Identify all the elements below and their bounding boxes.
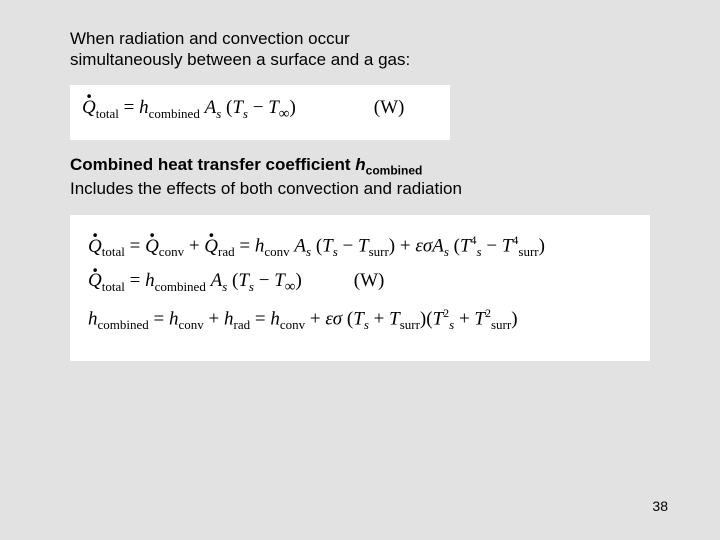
eq4-tsurr: T (389, 309, 400, 330)
eq4-hcomb-sub: combined (98, 317, 149, 332)
eq2-rp2: ) (539, 236, 545, 257)
eq2-plus: + (184, 236, 204, 257)
q-conv: Q (145, 236, 159, 258)
eq4-eps: εσ (325, 309, 347, 330)
eq2-tsurr4-sub: surr (518, 244, 538, 259)
eq4-eq2: = (250, 309, 270, 330)
eq2-rp: ) + (389, 236, 416, 257)
eq2-tsurr: T (358, 236, 369, 257)
eq4-plus: + (204, 309, 224, 330)
eq2-tsurr4: T (502, 236, 513, 257)
eq3-rp: ) (295, 270, 301, 291)
eq2-minus2: − (482, 236, 502, 257)
eq3-minus: − (254, 270, 274, 291)
eq4-rp: )( (420, 309, 433, 330)
equation-block-1: Qtotal = hcombined As (Ts − T∞)(W) (70, 85, 450, 141)
eq4-hconv2-sub: conv (280, 317, 305, 332)
t-inf-sub: ∞ (279, 105, 290, 121)
t-inf: T (268, 97, 279, 118)
equation-1: Qtotal = hcombined As (Ts − T∞)(W) (82, 97, 438, 123)
intro-line-2: simultaneously between a surface and a g… (70, 50, 410, 69)
q-rad: Q (204, 236, 218, 258)
slide-content: When radiation and convection occur simu… (0, 0, 720, 361)
intro-text: When radiation and convection occur simu… (70, 28, 650, 71)
q-total: Q (88, 236, 102, 258)
eq2-eq: = (125, 236, 145, 257)
minus: − (248, 97, 268, 118)
eq2-eq2: = (235, 236, 255, 257)
h-conv-sub: conv (264, 244, 289, 259)
eq4-eq: = (149, 309, 169, 330)
eq3-as: A (211, 270, 223, 291)
rparen: ) (289, 97, 295, 118)
equation-block-2: Qtotal = Qconv + Qrad = hconv As (Ts − T… (70, 215, 650, 361)
eq4-hcomb: h (88, 309, 98, 330)
eq2-eps: εσ (415, 236, 432, 257)
eq2-lp2: ( (449, 236, 460, 257)
eq3-lp: ( (227, 270, 238, 291)
q-total-sub: total (102, 244, 125, 259)
h-conv: h (255, 236, 265, 257)
eq4-hconv-sub: conv (178, 317, 203, 332)
h-var: h (355, 155, 365, 174)
combined-desc: Includes the effects of both convection … (70, 179, 650, 199)
eq4-ts: T (353, 309, 364, 330)
eq4-plus2: + (305, 309, 325, 330)
eq3-hcomb-sub: combined (155, 279, 206, 294)
h-sub: combined (149, 105, 200, 120)
eq2-as: A (294, 236, 306, 257)
eq-sign: = (119, 97, 139, 118)
intro-line-1: When radiation and convection occur (70, 29, 350, 48)
eq4-hconv2: h (270, 309, 280, 330)
eq3-tinf-sub: ∞ (285, 279, 296, 295)
combined-title-text: Combined heat transfer coefficient (70, 155, 355, 174)
lparen: ( (221, 97, 232, 118)
eq4-rp2: ) (511, 309, 517, 330)
q-sub: total (96, 105, 119, 120)
eq4-plus3: + (369, 309, 389, 330)
equation-3: Qtotal = hcombined As (Ts − T∞)(W) (88, 270, 632, 296)
q-conv-sub: conv (159, 244, 184, 259)
eq4-tsurr2-sub: surr (491, 317, 511, 332)
eq2-tsurr-sub: surr (369, 244, 389, 259)
eq3-ts: T (238, 270, 249, 291)
a-s: A (205, 97, 217, 118)
eq3-unit: (W) (354, 270, 385, 292)
q-rad-sub: rad (218, 244, 235, 259)
eq2-as2: A (432, 236, 444, 257)
unit-w: (W) (374, 97, 405, 119)
eq2-ts: T (322, 236, 333, 257)
combined-title: Combined heat transfer coefficient hcomb… (70, 154, 650, 179)
eq3-eq: = (125, 270, 145, 291)
eq4-hrad-sub: rad (233, 317, 250, 332)
eq2-minus: − (338, 236, 358, 257)
eq3-qtot: Q (88, 270, 102, 292)
q-dot: Q (82, 97, 96, 119)
t-s: T (232, 97, 243, 118)
equation-4: hcombined = hconv + hrad = hconv + εσ (T… (88, 306, 632, 333)
eq3-qtot-sub: total (102, 279, 125, 294)
h-var-sub: combined (366, 164, 423, 178)
eq3-hcomb: h (145, 270, 155, 291)
h: h (139, 97, 149, 118)
eq4-ts2: T (433, 309, 444, 330)
equation-2: Qtotal = Qconv + Qrad = hconv As (Ts − T… (88, 233, 632, 260)
eq2-lp: ( (311, 236, 322, 257)
page-number: 38 (652, 498, 668, 514)
eq3-tinf: T (274, 270, 285, 291)
eq2-ts4: T (460, 236, 471, 257)
eq4-tsurr2: T (474, 309, 485, 330)
eq4-tsurr-sub: surr (400, 317, 420, 332)
eq4-plus4: + (454, 309, 474, 330)
